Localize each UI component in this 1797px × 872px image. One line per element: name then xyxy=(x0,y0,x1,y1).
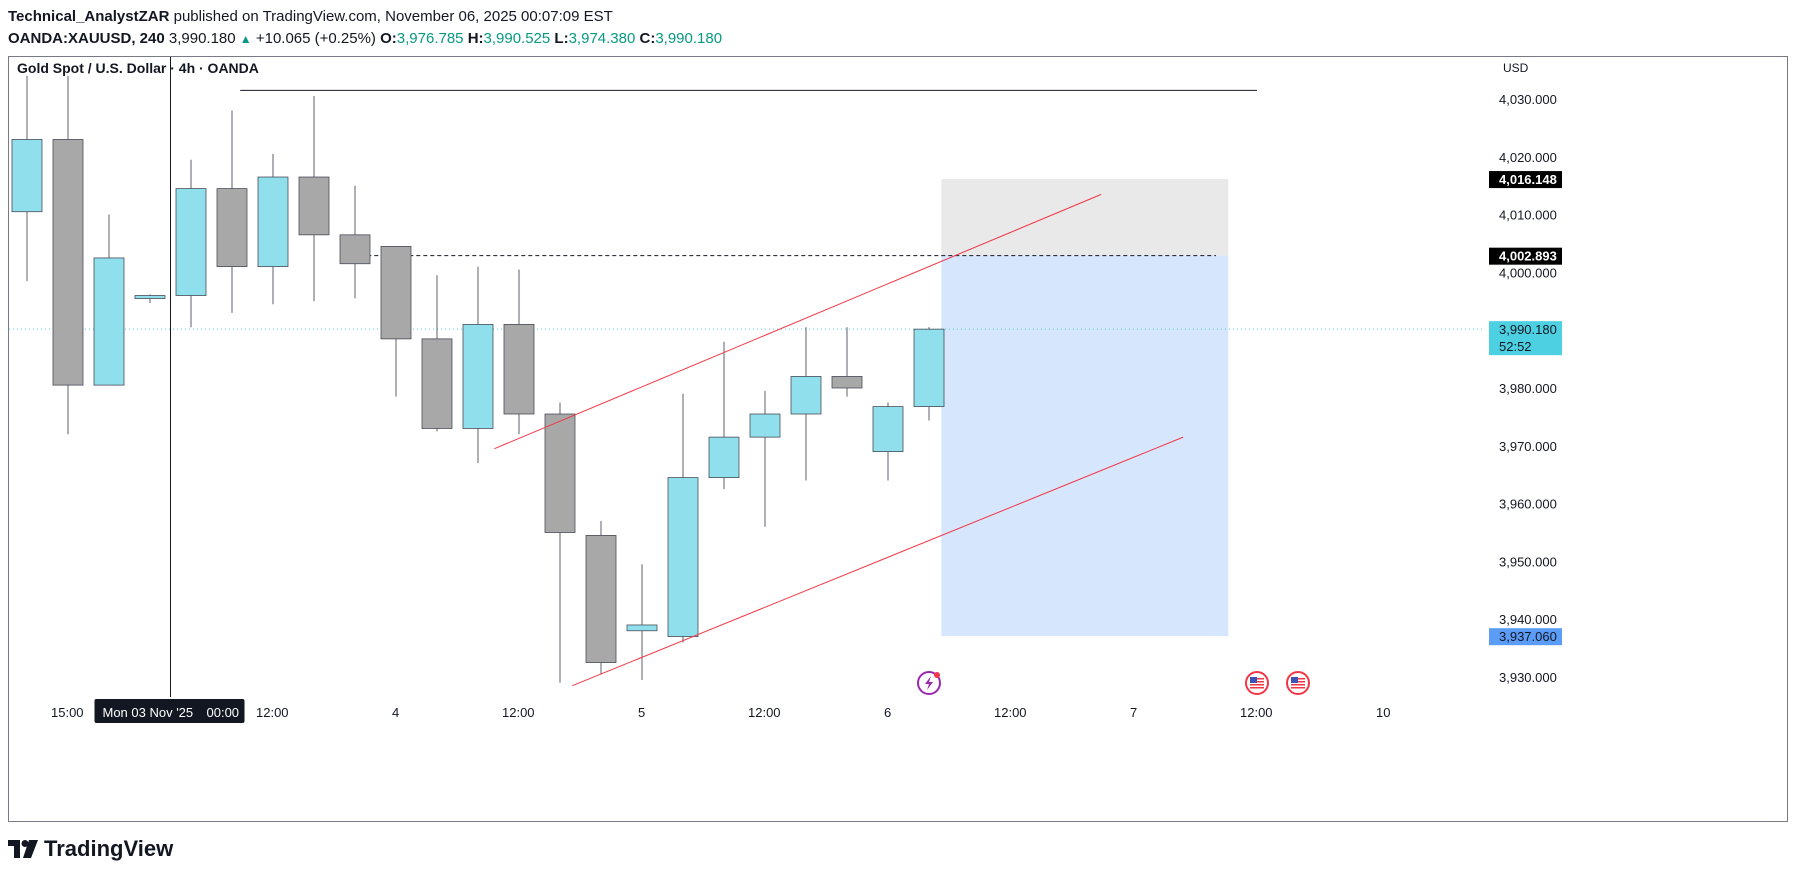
y-tick-label: 3,950.000 xyxy=(1499,554,1557,569)
bullish-candle xyxy=(872,406,904,452)
bearish-candle xyxy=(216,188,248,268)
x-tick-label: 15:00 xyxy=(51,705,84,720)
close-value: 3,990.180 xyxy=(655,30,723,47)
stop-price-label-bg xyxy=(1489,171,1562,189)
high-label: H: xyxy=(467,30,484,47)
target-price-label: 3,937.060 xyxy=(1499,629,1557,644)
bullish-candle xyxy=(749,413,781,438)
price-change: +10.065 (+0.25%) xyxy=(255,30,376,47)
x-tick-label: 12:00 xyxy=(748,705,781,720)
bullish-candle xyxy=(626,624,658,632)
y-tick-label: 3,930.000 xyxy=(1499,670,1557,685)
flag-canton xyxy=(1291,677,1298,683)
stop-loss-zone xyxy=(941,179,1229,256)
bearish-candle xyxy=(831,376,863,389)
open-value: 3,976.785 xyxy=(396,30,464,47)
target-price-label-bg xyxy=(1489,628,1562,646)
bullish-candle xyxy=(913,328,945,407)
x-tick-label: 7 xyxy=(1130,705,1137,720)
bearish-candle xyxy=(544,413,576,533)
close-label: C: xyxy=(639,30,656,47)
y-tick-label: 4,000.000 xyxy=(1499,265,1557,280)
bullish-candle xyxy=(708,436,740,478)
bullish-candle xyxy=(134,295,166,299)
bullish-candle xyxy=(462,324,494,429)
chart-frame[interactable]: Gold Spot / U.S. Dollar · 4h · OANDA USD 4… xyxy=(8,56,1788,822)
notification-dot xyxy=(934,672,940,678)
author-name[interactable]: Technical_AnalystZAR xyxy=(8,8,170,25)
x-tick-label: 12:00 xyxy=(502,705,535,720)
low-value: 3,974.380 xyxy=(568,30,636,47)
y-tick-label: 3,960.000 xyxy=(1499,497,1557,512)
last-price-label-bg xyxy=(1489,321,1562,356)
flag-stripe xyxy=(1291,684,1305,686)
x-tick-label: 6 xyxy=(884,705,891,720)
stop-price-label: 4,016.148 xyxy=(1499,172,1557,187)
bearish-candle xyxy=(52,139,84,386)
currency-label: USD xyxy=(1503,61,1529,75)
symbol-line: OANDA:XAUUSD, 240 3,990.180 ▲ +10.065 (+… xyxy=(8,28,722,50)
lightning-icon xyxy=(925,676,933,690)
bullish-candle xyxy=(175,188,207,296)
current-price: 3,990.180 xyxy=(168,30,236,47)
x-tick-label: 5 xyxy=(638,705,645,720)
flag-canton xyxy=(1250,677,1257,683)
flag-stripe xyxy=(1250,687,1264,689)
high-value: 3,990.525 xyxy=(483,30,551,47)
chart-header: Technical_AnalystZAR published on Tradin… xyxy=(8,6,722,50)
bearish-candle xyxy=(298,176,330,236)
channel-lower-trendline xyxy=(572,436,1184,687)
x-tick-label: 4 xyxy=(392,705,399,720)
bullish-candle xyxy=(790,376,822,415)
low-label: L: xyxy=(554,30,569,47)
bearish-candle xyxy=(380,245,412,340)
x-tick-label: 12:00 xyxy=(994,705,1027,720)
publish-line: Technical_AnalystZAR published on Tradin… xyxy=(8,6,722,28)
brand-name: TradingView xyxy=(44,836,174,861)
y-tick-label: 4,030.000 xyxy=(1499,92,1557,107)
up-arrow-icon: ▲ xyxy=(239,32,252,46)
y-tick-label: 3,970.000 xyxy=(1499,439,1557,454)
bearish-candle xyxy=(585,534,617,663)
crosshair-date: Mon 03 Nov '25 xyxy=(103,705,194,720)
bullish-candle xyxy=(257,176,289,268)
flag-stripe xyxy=(1250,684,1264,686)
open-label: O: xyxy=(380,30,397,47)
countdown-label: 52:52 xyxy=(1499,339,1532,354)
chart-title: Gold Spot / U.S. Dollar · 4h · OANDA xyxy=(17,60,259,76)
bullish-candle xyxy=(93,257,125,386)
y-tick-label: 4,010.000 xyxy=(1499,208,1557,223)
tradingview-logo[interactable]: TradingView xyxy=(8,836,173,862)
x-tick-label: 12:00 xyxy=(256,705,289,720)
y-tick-label: 4,020.000 xyxy=(1499,150,1557,165)
y-tick-label: 3,940.000 xyxy=(1499,612,1557,627)
x-tick-label: 10 xyxy=(1376,705,1390,720)
bearish-candle xyxy=(503,324,535,415)
entry-price-label-bg xyxy=(1489,247,1562,265)
x-tick-label: 12:00 xyxy=(1240,705,1273,720)
bearish-candle xyxy=(339,234,371,265)
crosshair-time: 00:00 xyxy=(207,705,240,720)
last-price-label: 3,990.180 xyxy=(1499,322,1557,337)
flag-stripe xyxy=(1291,687,1305,689)
publish-info: published on TradingView.com, November 0… xyxy=(173,8,613,25)
bullish-candle xyxy=(667,477,699,637)
symbol-name[interactable]: OANDA:XAUUSD, 240 xyxy=(8,30,165,47)
chart-canvas[interactable]: Gold Spot / U.S. Dollar · 4h · OANDA USD 4… xyxy=(9,57,1787,821)
take-profit-zone xyxy=(941,255,1229,637)
entry-price-label: 4,002.893 xyxy=(1499,249,1557,264)
tradingview-logo-icon xyxy=(8,840,38,858)
y-tick-label: 3,980.000 xyxy=(1499,381,1557,396)
channel-upper-trendline xyxy=(494,193,1102,450)
bullish-candle xyxy=(11,139,43,213)
crosshair-label-bg xyxy=(94,699,245,723)
bearish-candle xyxy=(421,338,453,429)
